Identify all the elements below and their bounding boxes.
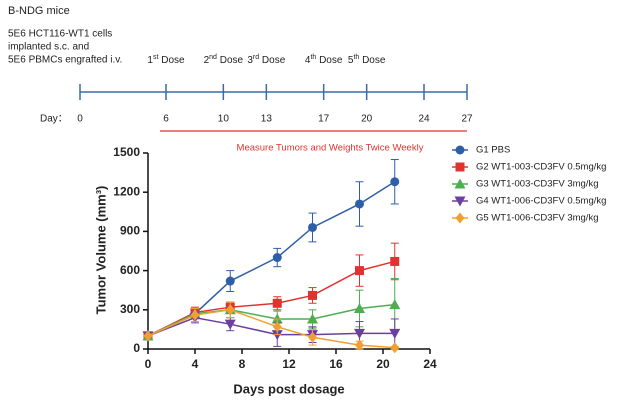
x-tick-label: 4 [192,357,199,371]
legend-marker [455,162,465,172]
dose-suffix: nd [209,54,217,61]
x-tick-label: 8 [239,357,246,371]
dose-label: 3rd Dose [247,54,285,66]
marker [272,298,282,308]
marker [354,302,365,313]
dose-label: 5th Dose [348,54,386,66]
legend-marker [454,196,466,207]
dose-word: Dose [259,55,286,66]
marker [307,313,318,324]
y-tick-label: 0 [133,341,140,355]
marker [308,290,317,300]
dose-label: 2nd Dose [204,54,244,66]
marker [355,266,364,276]
marker [390,177,400,187]
header-title: B-NDG mice [8,5,70,17]
marker [225,276,235,286]
dose-suffix: th [310,54,316,61]
x-tick-label: 12 [282,357,296,371]
marker [272,321,282,333]
legend-marker [455,212,465,224]
marker [308,331,317,343]
marker [389,299,401,310]
dose-word: Dose [359,55,386,66]
marker [390,256,400,266]
setup-line: 5E6 HCT116-WT1 cells [8,29,112,40]
x-tick-label: 0 [145,357,152,371]
timeline-day: 27 [461,114,473,125]
dose-number: 5 [348,55,354,66]
dose-number: 4 [305,55,311,66]
dose-word: Dose [316,55,343,66]
dose-label: 4th Dose [305,54,343,66]
setup-line: 5E6 PBMCs engrafted i.v. [8,55,122,66]
setup-line: implanted s.c. and [8,42,89,53]
x-tick-label: 16 [329,357,343,371]
marker [355,199,364,209]
timeline-day: 13 [261,114,273,125]
timeline-day: 24 [418,114,430,125]
legend-label: G1 PBS [476,145,510,156]
marker [390,342,400,354]
legend-label: G3 WT1-003-CD3FV 3mg/kg [476,179,598,190]
day-label: Day： [40,114,68,125]
y-tick-label: 1200 [113,184,140,198]
marker [143,330,153,342]
dose-word: Dose [158,55,185,66]
y-tick-label: 600 [120,263,140,277]
legend-label: G4 WT1-006-CD3FV 0.5mg/kg [476,196,606,207]
marker [224,319,236,330]
x-tick-label: 20 [376,357,390,371]
marker [308,222,317,232]
marker [354,328,365,339]
marker [272,253,282,263]
dose-suffix: rd [253,54,259,61]
dose-number: 1 [147,55,153,66]
legend-marker [454,178,466,189]
marker [389,328,401,339]
measure-note: Measure Tumors and Weights Twice Weekly [237,143,424,154]
timeline-day: 0 [77,114,83,125]
legend-label: G2 WT1-003-CD3FV 0.5mg/kg [476,162,606,173]
dose-number: 3 [247,55,253,66]
marker [190,309,200,321]
dose-number: 2 [204,55,210,66]
marker [355,339,364,351]
y-axis-label: Tumor Volume (mm³) [93,186,108,315]
dose-label: 1st Dose [147,54,185,66]
legend-marker [455,145,465,155]
marker [225,304,235,316]
timeline-day: 20 [361,114,373,125]
x-tick-label: 24 [423,357,437,371]
y-tick-label: 300 [120,302,140,316]
y-tick-label: 1500 [113,145,140,159]
timeline-day: 10 [218,114,230,125]
y-tick-label: 900 [120,224,140,238]
x-axis-label: Days post dosage [233,381,344,396]
timeline-day: 17 [318,114,330,125]
timeline-day: 6 [163,114,169,125]
dose-word: Dose [217,55,244,66]
legend-label: G5 WT1-006-CD3FV 3mg/kg [476,213,598,224]
dose-suffix: th [353,54,359,61]
dose-suffix: st [153,54,159,61]
